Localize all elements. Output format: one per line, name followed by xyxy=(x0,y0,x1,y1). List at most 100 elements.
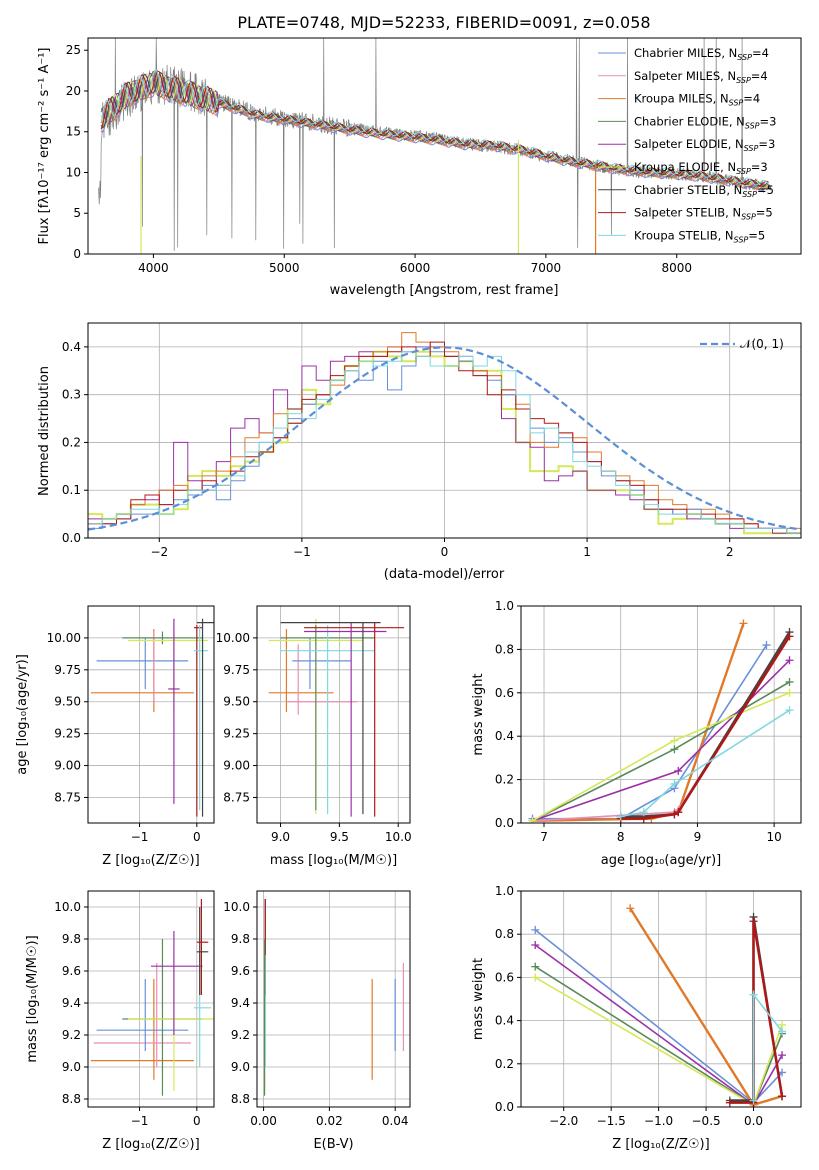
x-axis-label: wavelength [Angstrom, rest frame] xyxy=(330,283,559,298)
axes-frame xyxy=(87,605,215,824)
weight-line-chabrier-elodie xyxy=(532,681,790,822)
weight-marker xyxy=(670,736,679,745)
plot-area-mass_vs_ebv xyxy=(263,899,405,1096)
plot-area-age_vs_mass xyxy=(268,618,405,817)
plot-area-hist xyxy=(88,332,801,535)
model-chabrier-stelib xyxy=(100,71,769,188)
y-tick-label: 25 xyxy=(66,43,81,57)
weight-marker xyxy=(778,1092,787,1101)
weight-line-chabrier-miles xyxy=(532,644,768,820)
y-tick-label: 10.00 xyxy=(216,631,250,645)
weight-marker xyxy=(785,632,794,641)
y-tick-label: 0.8 xyxy=(495,927,514,941)
y-tick-label: 0.0 xyxy=(62,531,81,545)
y-tick-label: 1.0 xyxy=(495,599,514,613)
legend-label: Salpeter ELODIE, NSSP=3 xyxy=(634,137,775,153)
y-tick-label: 9.8 xyxy=(231,932,250,946)
weight-marker xyxy=(762,641,771,650)
model-salpeter-elodie xyxy=(100,72,769,190)
model-kroupa-elodie xyxy=(100,73,769,189)
x-axis-label: age [log₁₀(age/yr)] xyxy=(601,853,722,868)
y-tick-label: 0.8 xyxy=(495,642,514,656)
y-tick-label: 5 xyxy=(73,206,81,220)
y-tick-label: 9.75 xyxy=(223,663,250,677)
y-axis-label: Normed distribution xyxy=(37,366,52,496)
legend-label: Kroupa MILES, NSSP=4 xyxy=(634,92,760,108)
figure-title: PLATE=0748, MJD=52233, FIBERID=0091, z=0… xyxy=(237,13,650,32)
legend-count: =5 xyxy=(757,183,774,197)
x-tick-label: 1 xyxy=(583,545,591,559)
x-tick-label: 10.0 xyxy=(385,830,412,844)
weight-marker xyxy=(739,619,748,628)
y-axis-label: Flux [fλ10⁻¹⁷ erg cm⁻² s⁻¹ A⁻¹] xyxy=(37,48,52,245)
x-tick-label: 8000 xyxy=(661,261,692,275)
y-tick-label: 0.4 xyxy=(495,1014,514,1028)
x-tick-label: 9.0 xyxy=(271,830,290,844)
x-tick-label: −2.0 xyxy=(549,1114,578,1128)
legend-subscript: SSP xyxy=(737,53,752,62)
weight-line-chabrier-stelib xyxy=(729,916,784,1102)
weight-marker xyxy=(531,962,540,971)
axes-frame xyxy=(87,890,215,1108)
legend-subscript: SSP xyxy=(742,190,757,199)
x-tick-label: 10 xyxy=(767,830,782,844)
y-tick-label: 9.6 xyxy=(231,964,250,978)
y-tick-label: 8.8 xyxy=(231,1092,250,1106)
y-tick-label: 0.0 xyxy=(495,1100,514,1114)
legend-label: 𝒩(0, 1) xyxy=(740,337,784,351)
weight-marker xyxy=(674,766,683,775)
y-tick-label: 0.1 xyxy=(62,483,81,497)
y-tick-label: 0.4 xyxy=(495,729,514,743)
axes-frame xyxy=(87,37,802,255)
weight-marker xyxy=(778,1027,787,1036)
axes-frame xyxy=(256,605,411,824)
legend-subscript: SSP xyxy=(741,213,756,222)
y-tick-label: 0 xyxy=(73,247,81,261)
y-tick-label: 10 xyxy=(66,165,81,179)
y-tick-label: 0.0 xyxy=(495,816,514,830)
x-axis-label: E(B-V) xyxy=(313,1137,353,1152)
legend-count: =5 xyxy=(748,228,765,242)
weight-marker xyxy=(670,779,679,788)
weight-marker xyxy=(778,1051,787,1060)
y-tick-label: 9.2 xyxy=(62,1028,81,1042)
y-axis-label: mass [log₁₀(M/M☉)] xyxy=(25,935,40,1062)
weight-line-salpeter-miles xyxy=(532,635,791,822)
weight-marker xyxy=(626,904,635,913)
y-tick-label: 0.3 xyxy=(62,388,81,402)
plot-area-mass_vs_Z xyxy=(90,899,214,1096)
weight-marker xyxy=(749,917,758,926)
weight-line-kroupa-miles xyxy=(532,623,745,822)
y-tick-label: 0.6 xyxy=(495,970,514,984)
y-tick-label: 9.00 xyxy=(223,759,250,773)
y-tick-label: 10.00 xyxy=(47,631,81,645)
weight-marker xyxy=(785,677,794,686)
legend-count: =4 xyxy=(752,46,769,60)
axes-frame xyxy=(520,605,802,824)
y-tick-label: 1.0 xyxy=(495,884,514,898)
x-tick-label: 0 xyxy=(441,545,449,559)
legend-subscript: SSP xyxy=(734,235,749,244)
y-tick-label: 15 xyxy=(66,125,81,139)
y-tick-label: 9.25 xyxy=(54,727,81,741)
x-tick-label: −1 xyxy=(293,545,311,559)
x-tick-label: 4000 xyxy=(138,261,169,275)
x-tick-label: 0.02 xyxy=(316,1114,343,1128)
x-axis-label: Z [log₁₀(Z/Z☉)] xyxy=(612,1137,709,1152)
model-salpeter-stelib xyxy=(100,70,769,187)
legend-label: Kroupa ELODIE, NSSP=3 xyxy=(634,160,768,176)
x-tick-label: 0 xyxy=(193,830,201,844)
y-tick-label: 9.6 xyxy=(62,964,81,978)
legend-subscript: SSP xyxy=(745,121,760,130)
y-tick-label: 0.6 xyxy=(495,686,514,700)
y-tick-label: 0.2 xyxy=(495,773,514,787)
legend-count: =4 xyxy=(743,92,760,106)
y-tick-label: 8.75 xyxy=(223,790,250,804)
y-tick-label: 9.50 xyxy=(223,695,250,709)
x-axis-label: Z [log₁₀(Z/Z☉)] xyxy=(102,853,199,868)
x-tick-label: 2 xyxy=(726,545,734,559)
x-tick-label: 6000 xyxy=(400,261,431,275)
legend-subscript: SSP xyxy=(736,167,751,176)
axes-frame xyxy=(256,890,411,1108)
